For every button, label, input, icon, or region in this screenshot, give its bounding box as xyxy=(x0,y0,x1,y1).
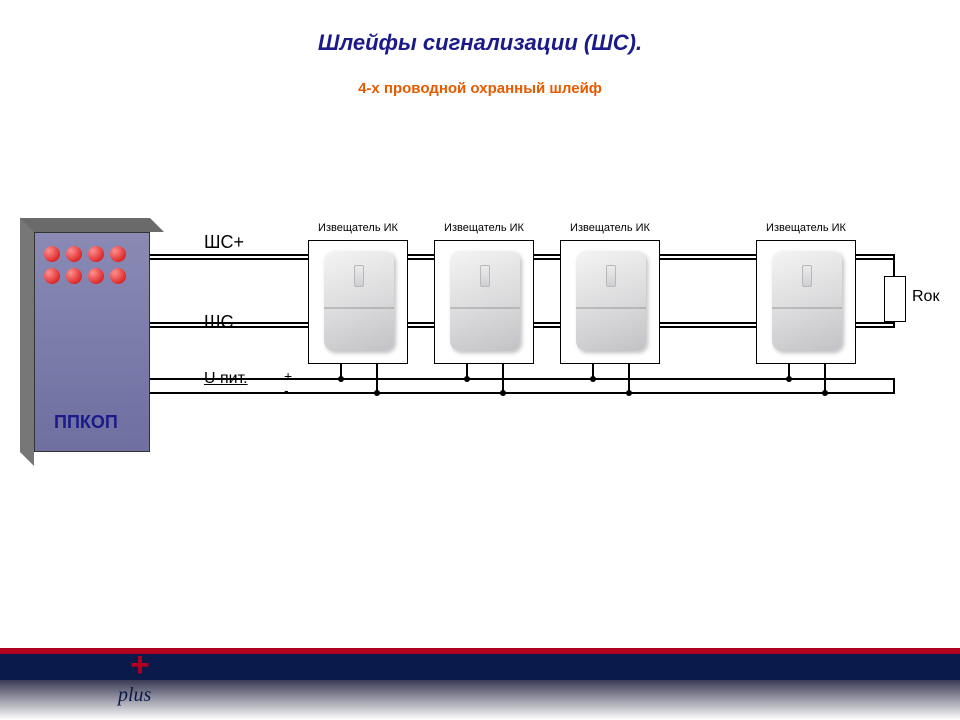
detector-box xyxy=(434,240,534,364)
detector-seam xyxy=(324,307,394,309)
wire-node xyxy=(626,390,632,396)
wire-node xyxy=(786,376,792,382)
wire-upit-return xyxy=(893,378,895,394)
label-minus: - xyxy=(284,382,289,398)
panel-edge xyxy=(20,218,164,232)
detector-lens-icon xyxy=(606,265,616,287)
detector-lens-icon xyxy=(802,265,812,287)
detector-body xyxy=(576,251,646,351)
panel-led xyxy=(66,246,82,262)
detector-label: Извещатель ИК xyxy=(550,222,670,234)
panel-edge xyxy=(20,218,34,466)
panel-led xyxy=(88,268,104,284)
panel-led xyxy=(110,268,126,284)
detector-seam xyxy=(772,307,842,309)
detector-box xyxy=(756,240,856,364)
panel-led xyxy=(88,246,104,262)
panel-label: ППКОП xyxy=(54,412,118,433)
detector-label: Извещатель ИК xyxy=(746,222,866,234)
detector-seam xyxy=(576,307,646,309)
detector-lens-icon xyxy=(354,265,364,287)
wire-upit-minus xyxy=(150,392,895,394)
detector-label: Извещатель ИК xyxy=(424,222,544,234)
wire-close-top xyxy=(893,254,895,278)
wire-node xyxy=(822,390,828,396)
resistor-label: Rок xyxy=(912,288,939,306)
panel-led xyxy=(44,246,60,262)
label-shc-plus: ШС+ xyxy=(204,232,244,253)
terminating-resistor xyxy=(884,276,906,322)
wire-node xyxy=(374,390,380,396)
detector-lens-icon xyxy=(480,265,490,287)
panel-led xyxy=(44,268,60,284)
label-upit: U пит. xyxy=(204,370,248,388)
label-shc-minus: ШС- xyxy=(204,312,240,333)
panel-led xyxy=(66,268,82,284)
detector-label: Извещатель ИК xyxy=(298,222,418,234)
page-title: Шлейфы сигнализации (ШС). xyxy=(0,30,960,56)
footer-plus-icon: + xyxy=(130,646,150,685)
wire-node xyxy=(338,376,344,382)
detector-seam xyxy=(450,307,520,309)
wire-upit-plus xyxy=(150,378,895,380)
detector-box xyxy=(560,240,660,364)
detector-body xyxy=(450,251,520,351)
wire-node xyxy=(590,376,596,382)
wire-node xyxy=(500,390,506,396)
panel-led xyxy=(110,246,126,262)
page-subtitle: 4-х проводной охранный шлейф xyxy=(0,80,960,97)
detector-body xyxy=(324,251,394,351)
detector-body xyxy=(772,251,842,351)
detector-box xyxy=(308,240,408,364)
footer-plus-text: plus xyxy=(118,684,151,707)
wire-node xyxy=(464,376,470,382)
